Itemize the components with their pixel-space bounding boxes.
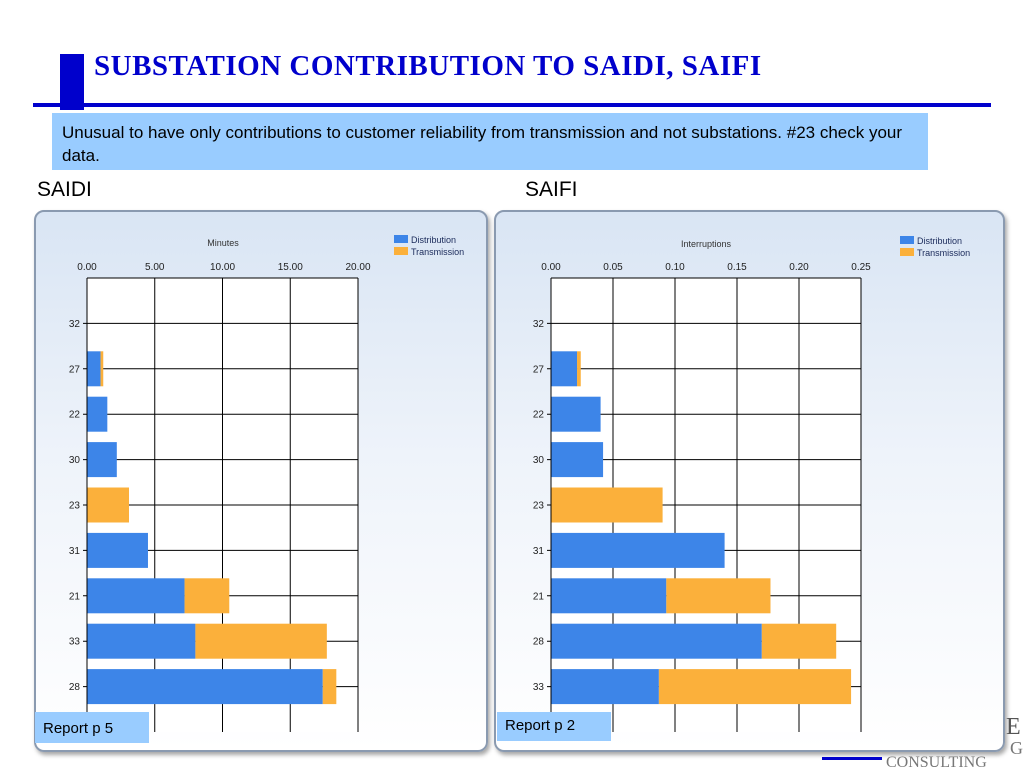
- bar-distribution-30: [87, 442, 117, 478]
- legend-label-transmission: Transmission: [411, 247, 464, 257]
- bar-transmission-33: [195, 623, 327, 659]
- x-tick-label: 10.00: [210, 262, 235, 273]
- note-box: Unusual to have only contributions to cu…: [52, 113, 928, 170]
- bar-distribution-21: [87, 578, 185, 614]
- y-tick-label: 31: [533, 546, 545, 557]
- y-tick-label: 27: [69, 364, 81, 375]
- y-tick-label: 32: [69, 319, 81, 330]
- y-tick-label: 22: [533, 410, 545, 421]
- logo-rule: [822, 757, 882, 760]
- bar-distribution-31: [87, 532, 148, 568]
- bar-distribution-30: [551, 442, 604, 478]
- y-tick-label: 27: [533, 364, 545, 375]
- bar-distribution-28: [551, 623, 762, 659]
- x-tick-label: 15.00: [278, 262, 303, 273]
- bar-transmission-23: [87, 487, 130, 523]
- x-axis-title: Interruptions: [681, 239, 732, 249]
- bar-transmission-27: [100, 351, 104, 387]
- saifi-source-note: Report p 2: [497, 712, 611, 741]
- bar-transmission-27: [577, 351, 581, 387]
- legend-swatch-transmission: [900, 248, 914, 256]
- note-text: Unusual to have only contributions to cu…: [62, 123, 903, 165]
- y-tick-label: 33: [533, 682, 545, 693]
- y-tick-label: 23: [69, 501, 81, 512]
- saifi-chart-panel: 0.00 0.05 0.10 0.15 0.20 0.25 Interruptions 32 2…: [494, 210, 1005, 752]
- bar-transmission-21: [184, 578, 230, 614]
- x-tick-label: 20.00: [345, 262, 370, 273]
- saidi-chart: 0.00 5.00 10.00 15.00 20.00 Minutes 32 27 22 30 23…: [69, 235, 464, 732]
- bar-distribution-27: [87, 351, 101, 387]
- x-tick-label: 0.15: [727, 262, 747, 273]
- bar-distribution-27: [551, 351, 578, 387]
- y-tick-label: 30: [69, 455, 81, 466]
- saidi-chart-panel: 0.00 5.00 10.00 15.00 20.00 Minutes 32 27 22 30 23…: [34, 210, 488, 752]
- bar-distribution-31: [551, 532, 725, 568]
- logo-fragment-g: G: [1010, 738, 1023, 758]
- y-tick-label: 22: [69, 410, 81, 421]
- x-tick-label: 0.00: [541, 262, 561, 273]
- x-tick-label: 0.05: [603, 262, 623, 273]
- logo-fragment-text-content: CONSULTING: [886, 754, 987, 768]
- legend-swatch-distribution: [394, 235, 408, 243]
- bar-transmission-33: [658, 669, 852, 705]
- legend-label-transmission: Transmission: [917, 248, 970, 258]
- y-tick-label: 32: [533, 319, 545, 330]
- y-tick-label: 21: [533, 591, 545, 602]
- bar-distribution-22: [87, 396, 108, 432]
- saifi-chart-label: SAIFI: [525, 178, 578, 201]
- bar-distribution-33: [87, 623, 196, 659]
- saidi-source-note: Report p 5: [35, 712, 149, 743]
- y-tick-label: 31: [69, 546, 81, 557]
- bar-distribution-33: [551, 669, 659, 705]
- x-tick-label: 0.25: [851, 262, 871, 273]
- legend-swatch-distribution: [900, 236, 914, 244]
- bar-transmission-28: [322, 669, 337, 705]
- x-tick-label: 0.10: [665, 262, 685, 273]
- x-tick-label: 5.00: [145, 262, 165, 273]
- bar-transmission-28: [761, 623, 837, 659]
- saidi-chart-label: SAIDI: [37, 178, 92, 201]
- y-tick-label: 28: [69, 682, 81, 693]
- y-tick-label: 23: [533, 501, 545, 512]
- legend-label-distribution: Distribution: [917, 236, 962, 246]
- y-tick-label: 28: [533, 637, 545, 648]
- saifi-chart: 0.00 0.05 0.10 0.15 0.20 0.25 Interruptions 32 2…: [533, 236, 970, 732]
- bar-distribution-28: [87, 669, 323, 705]
- y-tick-label: 30: [533, 455, 545, 466]
- bar-distribution-22: [551, 396, 601, 432]
- bar-distribution-21: [551, 578, 667, 614]
- y-tick-label: 21: [69, 591, 81, 602]
- title-underline: [33, 103, 991, 107]
- y-tick-label: 33: [69, 637, 81, 648]
- x-axis-title: Minutes: [207, 238, 239, 248]
- x-tick-label: 0.00: [77, 262, 97, 273]
- x-tick-label: 0.20: [789, 262, 809, 273]
- legend-swatch-transmission: [394, 247, 408, 255]
- logo-fragment-e: E: [1006, 714, 1021, 740]
- logo-fragment-text: CONSULTING: [886, 752, 1006, 768]
- bar-transmission-23: [551, 487, 663, 523]
- title-marker: [60, 54, 84, 110]
- legend-label-distribution: Distribution: [411, 235, 456, 245]
- slide-title: SUBSTATION CONTRIBUTION TO SAIDI, SAIFI: [94, 50, 762, 82]
- bar-transmission-21: [666, 578, 771, 614]
